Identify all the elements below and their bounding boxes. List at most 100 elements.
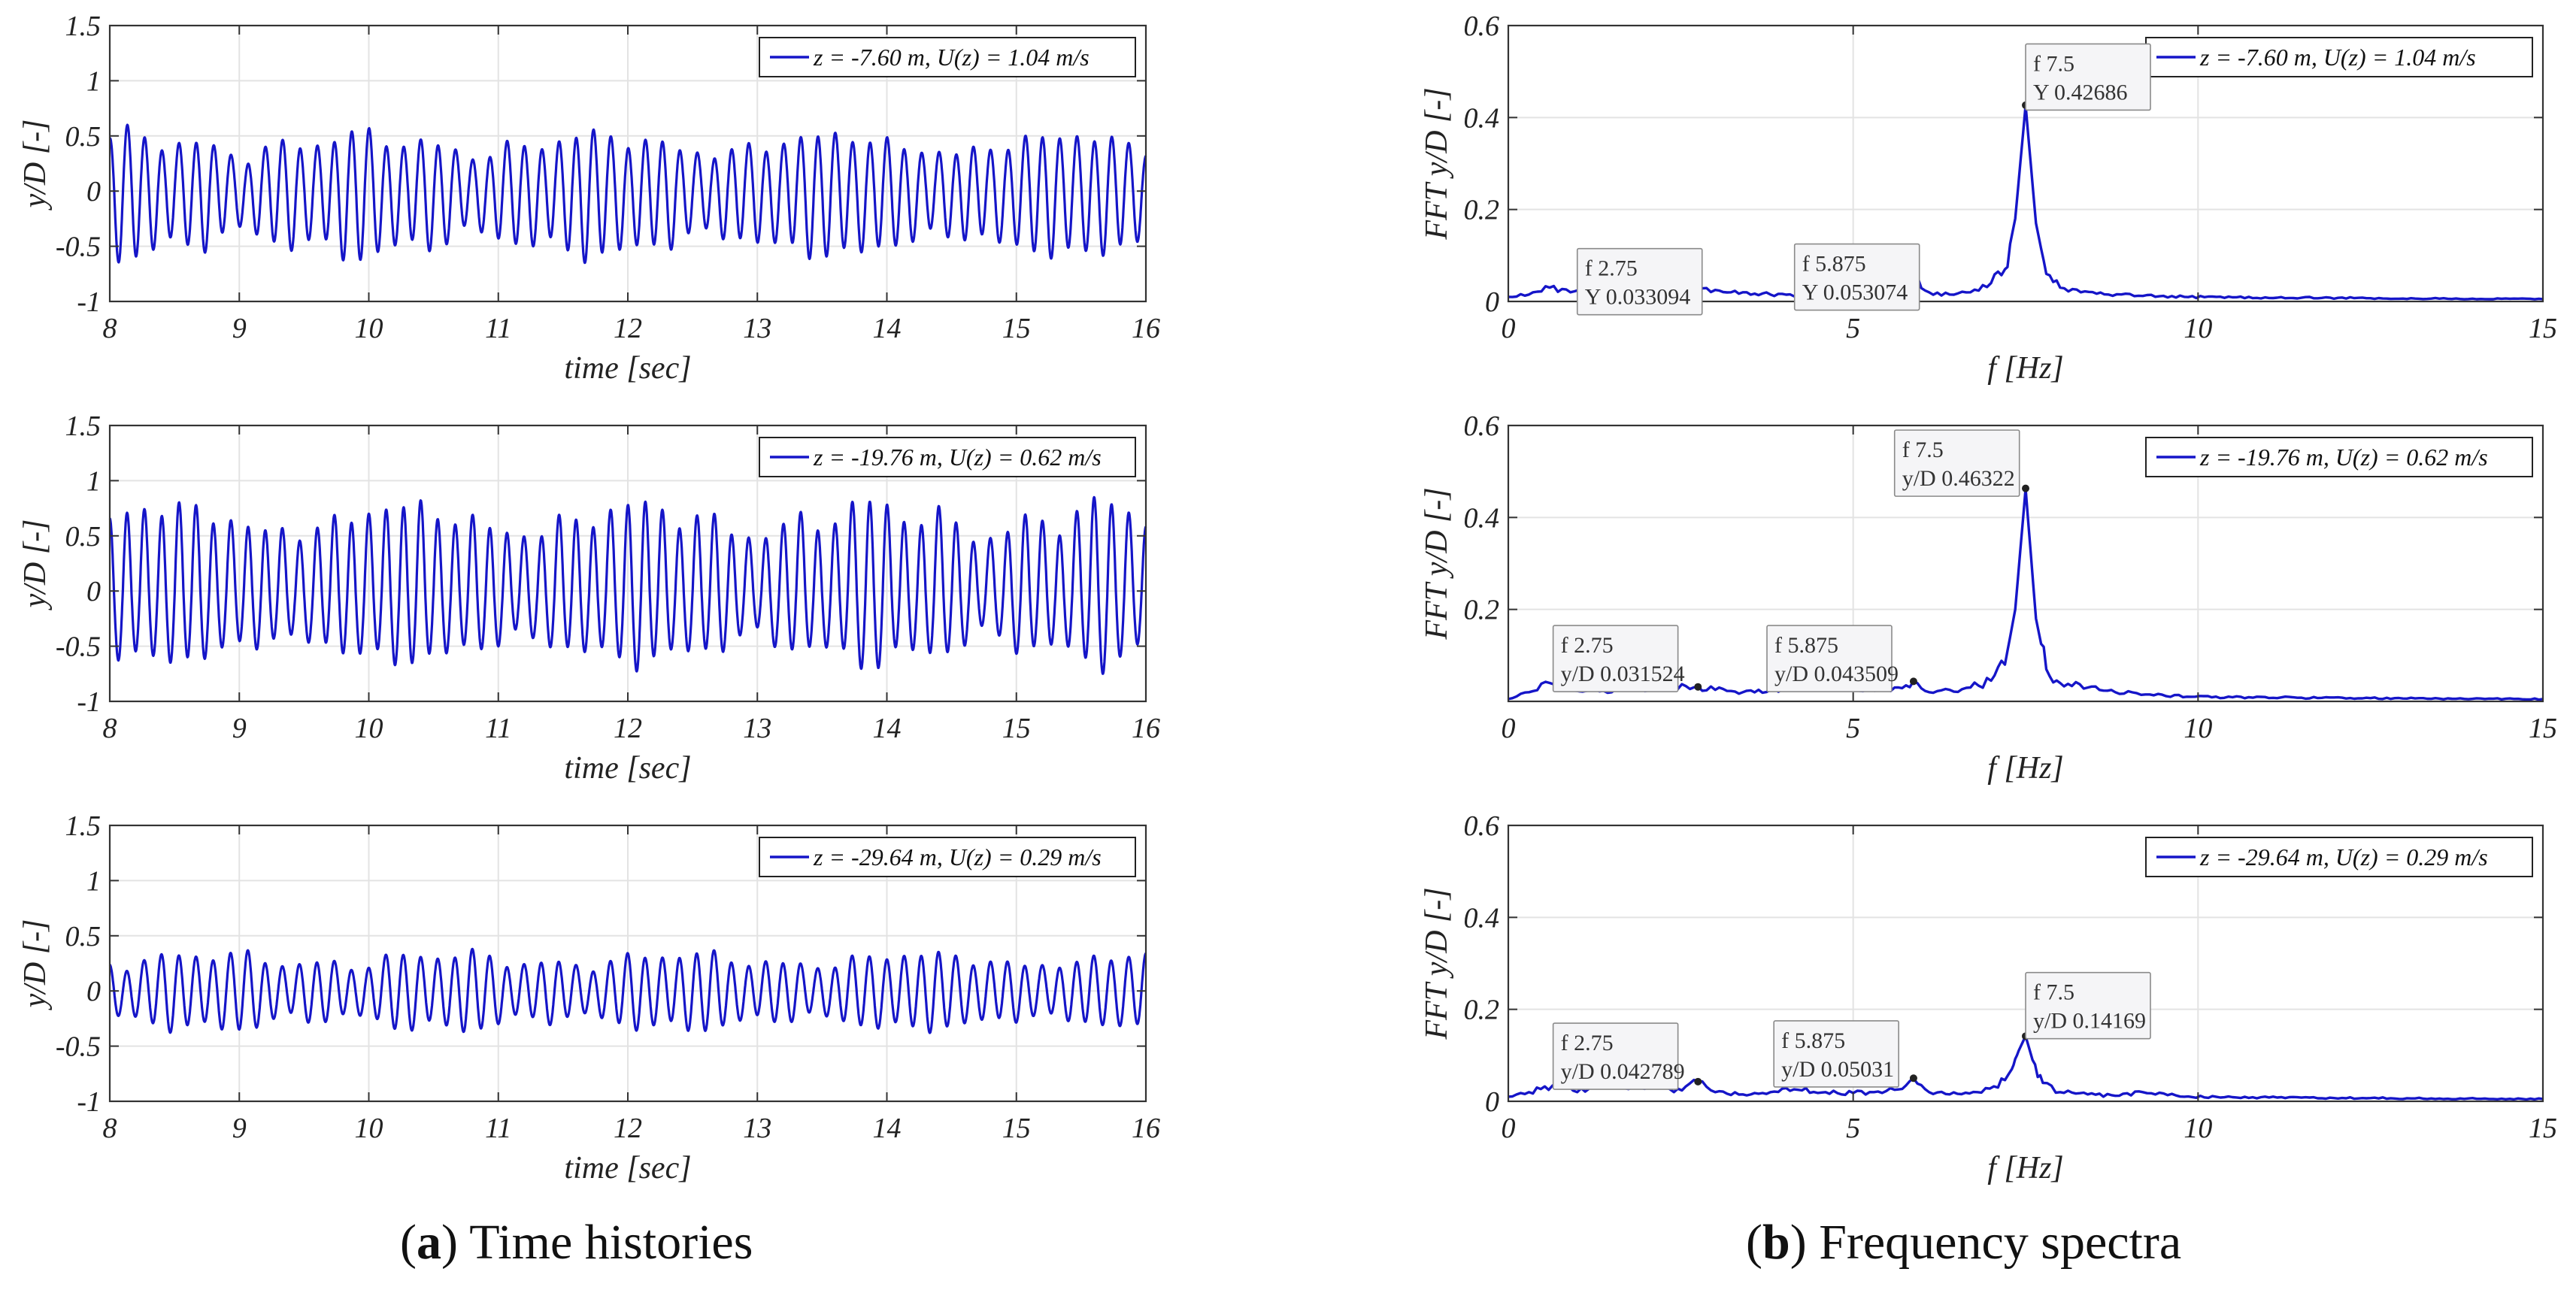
legend-box (2145, 37, 2533, 77)
y-tick-label: 0.5 (65, 521, 102, 553)
data-tip-box (1552, 625, 1679, 692)
legend-box (2145, 437, 2533, 477)
data-tip-box (1773, 1020, 1899, 1088)
axes-frame (1507, 24, 2544, 303)
data-tip-box (1766, 625, 1893, 692)
y-tick-label: 1 (86, 465, 101, 497)
data-tip: f 5.875 Y 0.053074 (1793, 243, 1920, 311)
x-tick-label: 15 (1002, 1113, 1031, 1144)
data-tip-value: Y 0.42686 (2033, 80, 2128, 104)
data-tip-value: y/D 0.043509 (1774, 662, 1899, 686)
data-tip-box (1893, 429, 2020, 497)
caption-right: (b) Frequency spectra (1746, 1215, 2182, 1270)
y-axis-label: y/D [-] (18, 919, 53, 1011)
x-tick-label: 15 (2529, 1113, 2557, 1144)
x-axis-label: time [sec] (564, 1151, 691, 1186)
legend-box (759, 437, 1136, 477)
data-tip-value: y/D 0.14169 (2033, 1009, 2146, 1034)
data-tip: f 2.75 Y 0.033094 (1576, 247, 1703, 316)
legend-box (759, 837, 1136, 877)
y-tick-label: -0.5 (56, 232, 101, 263)
y-tick-label: -1 (77, 686, 101, 718)
y-tick-label: 0 (1485, 286, 1499, 318)
data-tip-value: y/D 0.46322 (1902, 466, 2015, 491)
legend-box (2145, 837, 2533, 877)
x-tick-label: 10 (355, 1113, 383, 1144)
data-tip-marker (1694, 1077, 1702, 1086)
data-tip-box (1793, 243, 1920, 311)
y-tick-label: 0.2 (1464, 995, 1500, 1026)
x-axis-label: f [Hz] (1987, 351, 2064, 386)
data-tip: f 2.75 y/D 0.042789 (1552, 1022, 1702, 1090)
y-tick-label: 0.5 (65, 921, 102, 952)
gridlines (110, 26, 1146, 301)
data-tip: f 7.5 y/D 0.46322 (1893, 429, 2029, 497)
y-axis-label: y/D [-] (18, 519, 53, 611)
x-axis-label: time [sec] (564, 351, 691, 386)
x-tick-label: 0 (1502, 313, 1516, 344)
x-tick-label: 10 (2184, 713, 2212, 744)
y-tick-label: 1.5 (65, 11, 102, 42)
gridlines (110, 825, 1146, 1101)
x-tick-label: 14 (873, 713, 902, 744)
axes-frame (1507, 424, 2544, 703)
tick-marks (109, 425, 1147, 702)
y-axis-label: FFT y/D [-] (1420, 487, 1454, 640)
tick-marks (1508, 825, 2544, 1102)
y-tick-label: 0.6 (1464, 810, 1500, 842)
x-axis-label: f [Hz] (1987, 751, 2064, 786)
legend: z = -29.64 m, U(z) = 0.29 m/s (2145, 837, 2533, 877)
data-tip-freq: f 5.875 (1802, 252, 1866, 277)
data-tip-freq: f 5.875 (1774, 633, 1838, 658)
y-tick-label: 1 (86, 865, 101, 897)
data-tip-freq: f 7.5 (2033, 980, 2074, 1005)
data-tip-freq: f 7.5 (1902, 438, 1944, 462)
caption-right-text: Frequency spectra (1819, 1215, 2182, 1270)
y-tick-label: 0.4 (1464, 102, 1500, 134)
x-tick-label: 15 (2529, 713, 2557, 744)
data-tip-box (1552, 1022, 1679, 1090)
data-tip-value: y/D 0.05031 (1781, 1057, 1894, 1082)
legend: z = -7.60 m, U(z) = 1.04 m/s (2145, 37, 2533, 77)
data-tip-box (2025, 971, 2151, 1040)
data-tip-freq: f 5.875 (1781, 1028, 1845, 1053)
x-axis-label: f [Hz] (1987, 1151, 2064, 1186)
legend-label: z = -7.60 m, U(z) = 1.04 m/s (813, 44, 1089, 71)
x-tick-label: 10 (2184, 313, 2212, 344)
caption-left-text: Time histories (469, 1215, 753, 1270)
x-tick-label: 11 (485, 713, 511, 744)
y-tick-label: -1 (77, 286, 101, 318)
y-tick-label: 0.2 (1464, 195, 1500, 226)
x-tick-label: 8 (103, 313, 117, 344)
data-tip: f 7.5 y/D 0.14169 (2022, 971, 2151, 1040)
legend: z = -19.76 m, U(z) = 0.62 m/s (759, 437, 1136, 477)
legend-label: z = -29.64 m, U(z) = 0.29 m/s (813, 843, 1102, 871)
x-tick-label: 15 (1002, 313, 1031, 344)
data-tip-freq: f 2.75 (1561, 1031, 1614, 1055)
data-tip-freq: f 2.75 (1585, 256, 1638, 281)
x-tick-label: 16 (1132, 313, 1160, 344)
x-tick-label: 13 (743, 713, 771, 744)
x-tick-label: 11 (485, 1113, 511, 1144)
y-axis-label: FFT y/D [-] (1420, 887, 1454, 1040)
data-tip-marker (1909, 1074, 1917, 1083)
caption-right-letter: b (1762, 1215, 1790, 1270)
chart-fft-mid: 0 5 10 15 0.2 0.4 0.6 f [Hz] FFT y/D [-] z = -19.… (1420, 410, 2557, 786)
x-tick-label: 12 (614, 313, 642, 344)
data-tip-box (2025, 43, 2151, 111)
y-tick-label: 0 (86, 576, 101, 607)
data-tip: f 7.5 Y 0.42686 (2022, 43, 2151, 111)
y-tick-label: -0.5 (56, 631, 101, 663)
legend-label: z = -19.76 m, U(z) = 0.62 m/s (2199, 444, 2488, 471)
x-tick-label: 8 (103, 713, 117, 744)
data-tip-freq: f 2.75 (1561, 633, 1614, 658)
x-tick-label: 14 (873, 313, 902, 344)
y-axis-label: y/D [-] (18, 120, 53, 211)
tick-marks (109, 25, 1147, 302)
y-tick-label: -0.5 (56, 1031, 101, 1063)
tick-marks (109, 825, 1147, 1102)
x-tick-label: 9 (232, 313, 247, 344)
chart-fft-bot: 0 5 10 15 0 0.2 0.4 0.6 f [Hz] FFT y/D [-] z = -29… (1420, 810, 2557, 1186)
x-tick-label: 5 (1846, 1113, 1860, 1144)
x-tick-label: 9 (232, 1113, 247, 1144)
